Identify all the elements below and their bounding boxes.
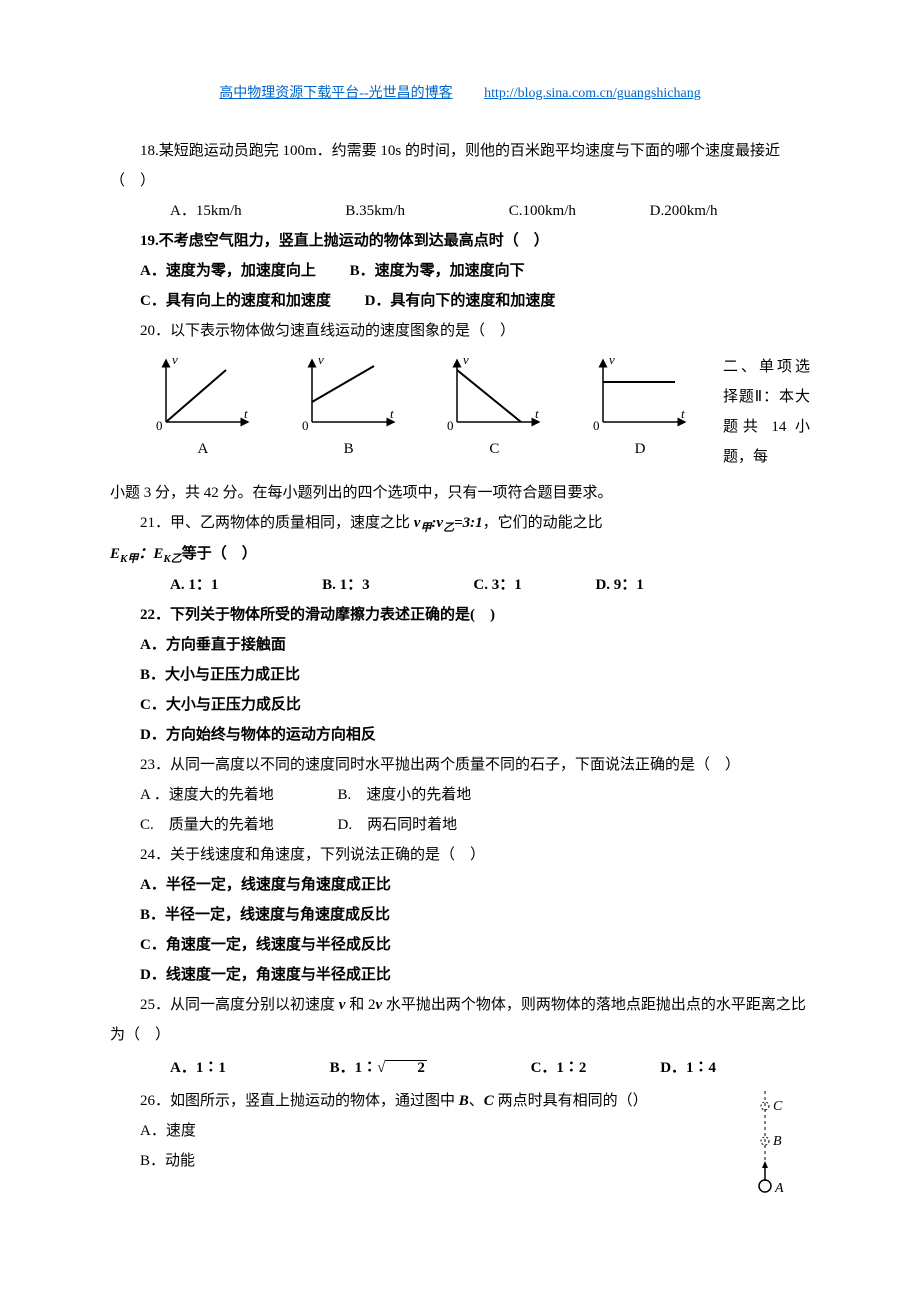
q21-opt-a: A. 1：1 — [140, 570, 218, 600]
svg-text:v: v — [609, 352, 615, 367]
q25-stem: 25．从同一高度分别以初速度 v 和 2v 水平抛出两个物体，则两物体的落地点距… — [110, 990, 810, 1050]
q23-opt-d: D. 两石同时着地 — [338, 817, 458, 833]
svg-text:0: 0 — [447, 418, 454, 432]
svg-text:0: 0 — [302, 418, 309, 432]
q25-opt-b: B．1∶√2 — [300, 1050, 427, 1086]
q22-opt-a: A．方向垂直于接触面 — [110, 630, 810, 660]
q19-options-row2: C．具有向上的速度和加速度 D．具有向下的速度和加速度 — [110, 286, 810, 316]
q20-graph-d: v t 0 D — [577, 352, 703, 464]
q19-options-row1: A．速度为零，加速度向上 B．速度为零，加速度向下 — [110, 256, 810, 286]
q18-opt-d: D.200km/h — [650, 203, 718, 219]
svg-text:v: v — [172, 352, 178, 367]
svg-text:t: t — [535, 406, 539, 421]
q18-opt-c: C.100km/h — [479, 196, 576, 226]
q24-opt-b: B．半径一定，线速度与角速度成反比 — [110, 900, 810, 930]
svg-text:v: v — [318, 352, 324, 367]
q21-opt-c: C. 3：1 — [443, 570, 521, 600]
section2-side-text: 二、单项选择题Ⅱ：本大题共 14 小题，每 — [723, 352, 810, 472]
q23-options-row2: C. 质量大的先着地 D. 两石同时着地 — [110, 810, 810, 840]
q20-graph-b: v t 0 B — [286, 352, 412, 464]
q22-opt-d: D．方向始终与物体的运动方向相反 — [110, 720, 810, 750]
q26-opt-b: B．动能 — [110, 1146, 720, 1176]
q21-opt-b: B. 1：3 — [292, 570, 370, 600]
q19-opt-c: C．具有向上的速度和加速度 — [140, 293, 331, 309]
q20-graph-c: v t 0 C — [431, 352, 557, 464]
svg-text:C: C — [773, 1099, 783, 1114]
q23-opt-b: B. 速度小的先着地 — [338, 787, 472, 803]
q24-stem: 24．关于线速度和角速度，下列说法正确的是（ ） — [110, 840, 810, 870]
q25-opt-d: D．1∶4 — [660, 1060, 716, 1076]
q24-opt-a: A．半径一定，线速度与角速度成正比 — [110, 870, 810, 900]
q20-label-c: C — [431, 434, 557, 464]
header-link-blog[interactable]: 高中物理资源下载平台--光世昌的博客 — [219, 86, 452, 101]
svg-text:t: t — [244, 406, 248, 421]
q19-opt-b: B．速度为零，加速度向下 — [350, 263, 525, 279]
q23-stem: 23．从同一高度以不同的速度同时水平抛出两个质量不同的石子，下面说法正确的是（ … — [110, 750, 810, 780]
svg-text:t: t — [390, 406, 394, 421]
q18-options: A．15km/h B.35km/h C.100km/h D.200km/h — [110, 196, 810, 226]
q25-opt-c: C．1∶2 — [501, 1050, 587, 1086]
q26-stem: 26．如图所示，竖直上抛运动的物体，通过图中 B、C 两点时具有相同的（） — [110, 1086, 720, 1116]
q20-graph-a: v t 0 A — [140, 352, 266, 464]
q24-opt-d: D．线速度一定，角速度与半径成正比 — [110, 960, 810, 990]
q18-opt-a: A．15km/h — [140, 196, 242, 226]
q25-opt-a: A．1∶1 — [140, 1050, 226, 1086]
svg-text:B: B — [773, 1134, 782, 1149]
q22-opt-b: B．大小与正压力成正比 — [110, 660, 810, 690]
q22-stem: 22．下列关于物体所受的滑动摩擦力表述正确的是( ) — [110, 600, 810, 630]
q19-opt-a: A．速度为零，加速度向上 — [140, 263, 316, 279]
q26-opt-a: A．速度 — [110, 1116, 720, 1146]
q26-diagram: C B A — [720, 1086, 810, 1217]
q24-opt-c: C．角速度一定，线速度与半径成反比 — [110, 930, 810, 960]
q20-label-d: D — [577, 434, 703, 464]
q21-line2: EK甲：EK乙等于（ ） — [110, 539, 810, 570]
page-header: 高中物理资源下载平台--光世昌的博客 http://blog.sina.com.… — [110, 80, 810, 108]
q21-ratio: v甲:v乙=3:1 — [414, 515, 483, 531]
section2-continuation: 小题 3 分，共 42 分。在每小题列出的四个选项中，只有一项符合题目要求。 — [110, 478, 810, 508]
q20-stem: 20．以下表示物体做匀速直线运动的速度图象的是（ ） — [110, 316, 810, 346]
q20-graphs-row: v t 0 A v t 0 B v t 0 C — [140, 352, 810, 472]
svg-text:A: A — [774, 1181, 784, 1196]
q25-options: A．1∶1 B．1∶√2 C．1∶2 D．1∶4 — [110, 1050, 810, 1086]
q19-stem: 19.不考虑空气阻力，竖直上抛运动的物体到达最高点时（ ） — [110, 226, 810, 256]
q20-label-a: A — [140, 434, 266, 464]
q20-label-b: B — [286, 434, 412, 464]
q23-opt-c: C. 质量大的先着地 — [140, 817, 274, 833]
header-link-url[interactable]: http://blog.sina.com.cn/guangshichang — [484, 86, 701, 101]
q19-opt-d: D．具有向下的速度和加速度 — [365, 293, 556, 309]
svg-text:0: 0 — [156, 418, 163, 432]
q18-stem: 18.某短跑运动员跑完 100m．约需要 10s 的时间，则他的百米跑平均速度与… — [110, 136, 810, 196]
svg-text:0: 0 — [593, 418, 600, 432]
q26-block: 26．如图所示，竖直上抛运动的物体，通过图中 B、C 两点时具有相同的（） A．… — [110, 1086, 810, 1217]
svg-text:v: v — [463, 352, 469, 367]
q21-stem: 21．甲、乙两物体的质量相同，速度之比 v甲:v乙=3:1，它们的动能之比 — [110, 508, 810, 539]
q23-options-row1: A ．速度大的先着地 B. 速度小的先着地 — [110, 780, 810, 810]
q22-opt-c: C．大小与正压力成反比 — [110, 690, 810, 720]
q21-opt-d: D. 9：1 — [595, 577, 643, 593]
svg-text:t: t — [681, 406, 685, 421]
q21-options: A. 1：1 B. 1：3 C. 3：1 D. 9：1 — [110, 570, 810, 600]
q23-opt-a: A ．速度大的先着地 — [140, 787, 274, 803]
q18-opt-b: B.35km/h — [315, 196, 405, 226]
